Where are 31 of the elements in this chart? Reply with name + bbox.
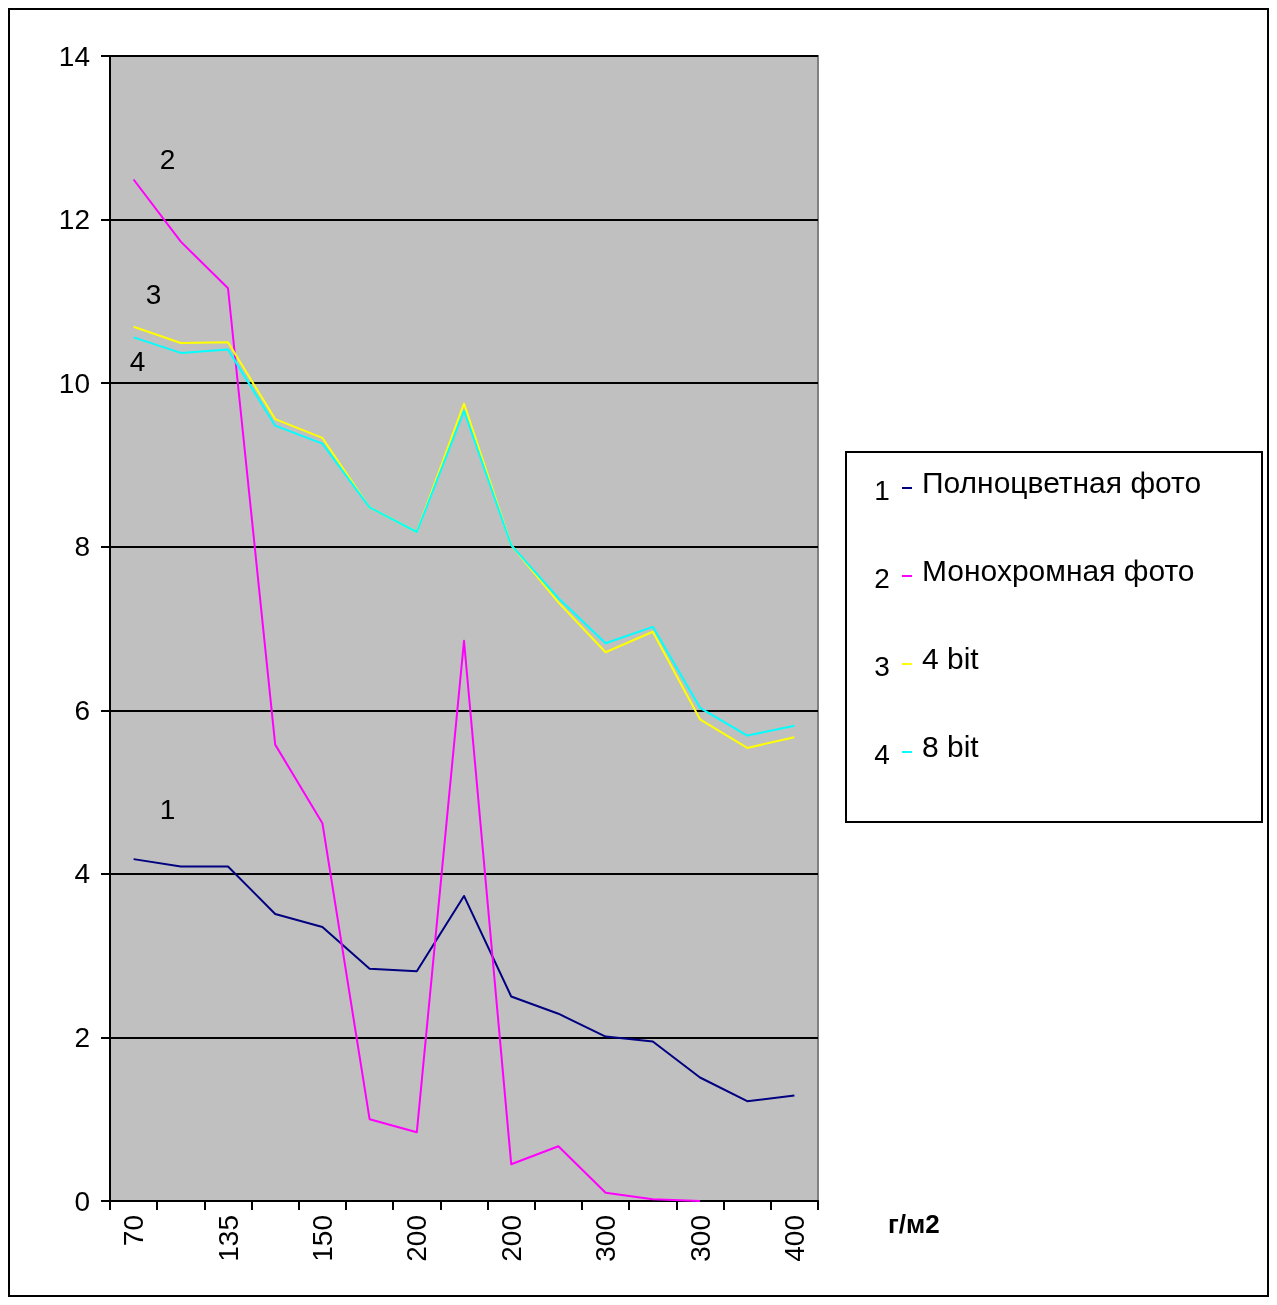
x-tick-label: 135 (212, 1215, 244, 1262)
line-series (132, 178, 701, 1202)
annotation: 2 (159, 144, 176, 175)
x-tick-label: 300 (590, 1215, 622, 1262)
annotation: 4 (129, 345, 146, 377)
y-tick-label: 2 (74, 1021, 90, 1053)
x-axis-title: г/м2 (888, 1209, 940, 1239)
y-tick-label: 0 (74, 1185, 90, 1217)
y-tick-label: 14 (58, 40, 90, 72)
line-series (132, 858, 796, 1103)
annotation: 3 (145, 279, 162, 311)
text: 2 (874, 562, 890, 594)
legend-label: 4 bit (922, 641, 980, 675)
legend-label: Полноцветная фото (922, 465, 1202, 499)
legend-label: 8 bit (922, 729, 980, 763)
y-tick-label: 8 (74, 531, 90, 563)
y-tick-label: 10 (58, 367, 90, 399)
text: 1 (874, 474, 890, 506)
annotation: 1 (159, 793, 176, 825)
text: 4 (874, 738, 890, 770)
x-tick-label: 200 (495, 1215, 527, 1262)
y-tick-label: 4 (74, 858, 90, 890)
y-tick-label: 6 (74, 694, 90, 726)
legend-label: Монохромная фото (922, 553, 1195, 587)
x-tick-label: 300 (684, 1215, 716, 1262)
text: 3 (874, 650, 890, 682)
x-tick-label: 400 (778, 1215, 810, 1262)
x-tick-label: 200 (401, 1215, 433, 1262)
y-tick-label: 12 (58, 204, 90, 236)
x-tick-label: 70 (118, 1215, 150, 1247)
x-tick-label: 150 (306, 1215, 338, 1262)
